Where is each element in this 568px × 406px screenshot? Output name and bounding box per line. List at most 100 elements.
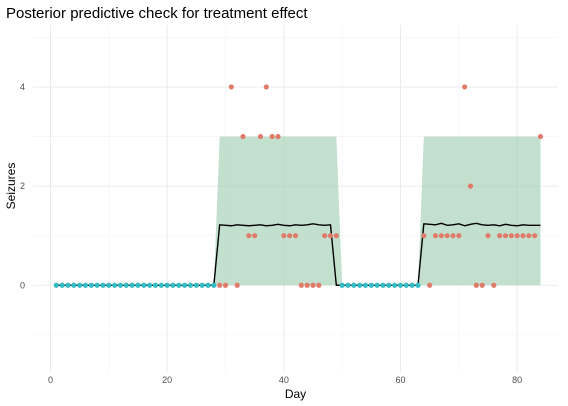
chart-title: Posterior predictive check for treatment…: [6, 5, 308, 22]
baseline-observed-point: [106, 282, 112, 288]
x-tick-label: 60: [395, 375, 405, 385]
baseline-observed-point: [415, 282, 421, 288]
baseline-observed-point: [368, 282, 374, 288]
x-tick-label: 0: [48, 375, 53, 385]
baseline-observed-point: [339, 282, 345, 288]
x-tick-label: 20: [162, 375, 172, 385]
treatment-observed-point: [222, 282, 229, 288]
predictive-interval-ribbons: [56, 136, 541, 286]
baseline-observed-point: [386, 282, 392, 288]
treatment-observed-point: [421, 233, 427, 239]
treatment-observed-point: [298, 282, 304, 288]
treatment-observed-point: [322, 233, 328, 239]
baseline-observed-point: [88, 282, 94, 288]
baseline-observed-point: [351, 282, 357, 288]
treatment-observed-point: [526, 233, 532, 239]
baseline-observed-point: [176, 282, 182, 288]
y-tick-label: 4: [20, 82, 25, 92]
treatment-observed-point: [432, 233, 439, 239]
treatment-observed-point: [532, 233, 538, 239]
baseline-observed-point: [193, 282, 199, 288]
treatment-observed-point: [485, 233, 491, 239]
baseline-observed-point: [123, 282, 129, 288]
baseline-observed-point: [211, 282, 217, 288]
treatment-observed-point: [467, 183, 474, 189]
baseline-observed-point: [345, 282, 351, 288]
treatment-observed-point: [473, 282, 479, 288]
treatment-observed-point: [438, 233, 444, 239]
treatment-observed-point: [327, 233, 334, 239]
predictive-interval-ribbon: [418, 136, 541, 286]
baseline-observed-point: [82, 282, 89, 288]
y-tick-label: 0: [20, 280, 25, 290]
baseline-observed-point: [100, 282, 106, 288]
y-axis-title: Seizures: [4, 163, 18, 210]
treatment-observed-point: [462, 84, 468, 90]
treatment-observed-point: [275, 133, 281, 140]
treatment-observed-point: [491, 282, 497, 288]
baseline-observed-point: [129, 282, 135, 288]
baseline-observed-point: [380, 282, 386, 288]
x-tick-label: 80: [512, 375, 522, 385]
baseline-observed-point: [77, 282, 83, 288]
treatment-observed-point: [304, 282, 310, 288]
treatment-observed-point: [502, 233, 509, 239]
treatment-observed-point: [444, 233, 450, 239]
baseline-observed-point: [182, 282, 188, 288]
treatment-observed-point: [281, 233, 287, 239]
baseline-observed-point: [158, 282, 164, 288]
treatment-observed-point: [310, 282, 316, 288]
x-tick-label: 40: [279, 375, 289, 385]
baseline-observed-point: [59, 282, 65, 288]
treatment-observed-point: [479, 282, 485, 288]
baseline-observed-point: [147, 282, 153, 288]
treatment-observed-point: [333, 233, 339, 239]
treatment-observed-point: [287, 233, 293, 239]
treatment-observed-point: [217, 282, 223, 288]
baseline-observed-point: [403, 282, 409, 288]
treatment-observed-point: [520, 233, 526, 239]
baseline-observed-point: [187, 282, 194, 288]
treatment-observed-point: [497, 233, 503, 239]
baseline-observed-point: [409, 282, 415, 288]
y-tick-label: 2: [20, 181, 25, 191]
treatment-points: [217, 84, 544, 288]
treatment-observed-point: [316, 282, 322, 288]
predictive-interval-ribbon: [56, 136, 418, 286]
treatment-observed-point: [263, 84, 269, 90]
baseline-observed-point: [164, 282, 170, 288]
x-axis-tick-labels: 0 20 40 60 80: [48, 375, 522, 385]
baseline-points: [53, 282, 421, 288]
treatment-observed-point: [234, 282, 240, 288]
treatment-observed-point: [514, 233, 520, 239]
baseline-observed-point: [65, 282, 71, 288]
baseline-observed-point: [141, 282, 147, 288]
x-axis-title: Day: [285, 387, 306, 401]
treatment-observed-point: [427, 282, 433, 288]
baseline-observed-point: [374, 282, 380, 288]
treatment-observed-point: [252, 233, 258, 239]
baseline-observed-point: [71, 282, 77, 288]
baseline-observed-point: [117, 282, 124, 288]
baseline-observed-point: [94, 282, 100, 288]
baseline-observed-point: [362, 282, 369, 288]
baseline-observed-point: [170, 282, 176, 288]
treatment-observed-point: [246, 233, 252, 239]
treatment-observed-point: [257, 133, 264, 140]
treatment-observed-point: [508, 233, 514, 239]
baseline-observed-point: [53, 282, 59, 288]
treatment-observed-point: [292, 233, 299, 239]
treatment-observed-point: [269, 133, 275, 140]
y-axis-tick-labels: 0 2 4: [20, 82, 25, 290]
baseline-observed-point: [112, 282, 118, 288]
baseline-observed-point: [152, 282, 159, 288]
treatment-observed-point: [456, 233, 462, 239]
baseline-observed-point: [357, 282, 363, 288]
treatment-observed-point: [537, 133, 544, 140]
baseline-observed-point: [205, 282, 211, 288]
treatment-observed-point: [240, 133, 246, 140]
baseline-observed-point: [199, 282, 205, 288]
baseline-observed-point: [392, 282, 398, 288]
treatment-observed-point: [228, 84, 234, 90]
